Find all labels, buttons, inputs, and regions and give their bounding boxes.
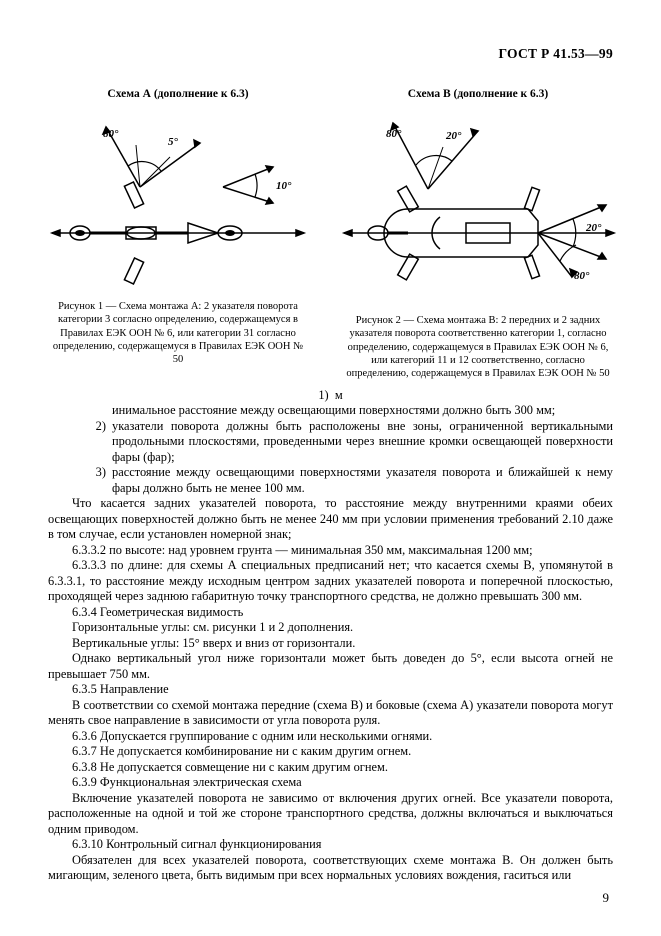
list-num-3: 3)	[48, 465, 112, 481]
para-10: 6.3.6 Допускается группирование с одним …	[48, 729, 613, 745]
angle-b-80: 80°	[386, 128, 402, 140]
angle-a-5: 5°	[168, 136, 179, 148]
document-header: ГОСТ Р 41.53—99	[48, 46, 613, 63]
para-11: 6.3.7 Не допускается комбинирование ни с…	[48, 744, 613, 760]
para-14: Включение указателей поворота не зависим…	[48, 791, 613, 838]
para-7: Однако вертикальный угол ниже горизонтал…	[48, 651, 613, 682]
scheme-b-caption: Рисунок 2 — Схема монтажа В: 2 передних …	[343, 314, 613, 380]
scheme-a-column: Схема А (дополнение к 6.3)	[48, 87, 308, 380]
scheme-a-figure: 80° 5° 10°	[48, 109, 308, 294]
scheme-b-figure: 80° 20° 20° 80°	[338, 109, 618, 294]
list-item-2: 2) указатели поворота должны быть распол…	[48, 419, 613, 466]
para-8: 6.3.5 Направление	[48, 682, 613, 698]
list-item-3: 3) расстояние между освещающими поверхно…	[48, 465, 613, 496]
angle-b-20b: 20°	[585, 222, 602, 234]
scheme-b-column: Схема В (дополнение к 6.3)	[338, 87, 618, 380]
angle-a-10: 10°	[276, 180, 292, 192]
angle-b-80b: 80°	[574, 270, 590, 282]
para-13: 6.3.9 Функциональная электрическая схема	[48, 775, 613, 791]
para-15: 6.3.10 Контрольный сигнал функционирован…	[48, 837, 613, 853]
first-item-lead: 1) м	[48, 388, 613, 404]
angle-b-20a: 20°	[445, 130, 462, 142]
list-num-2: 2)	[48, 419, 112, 435]
angle-a-80: 80°	[103, 128, 119, 140]
para-16: Обязателен для всех указателей поворота,…	[48, 853, 613, 884]
list-text-2: указатели поворота должны быть расположе…	[112, 419, 613, 466]
scheme-a-caption: Рисунок 1 — Схема монтажа А: 2 указателя…	[48, 300, 308, 366]
para-6: Вертикальные углы: 15° вверх и вниз от г…	[48, 636, 613, 652]
scheme-a-title: Схема А (дополнение к 6.3)	[107, 87, 248, 101]
para-3: 6.3.3.3 по длине: для схемы А специальны…	[48, 558, 613, 605]
para-12: 6.3.8 Не допускается совмещение ни с как…	[48, 760, 613, 776]
para-1: Что касается задних указателей поворота,…	[48, 496, 613, 543]
body-text: 1) м инимальное расстояние между освещаю…	[48, 388, 613, 884]
first-item-continuation: инимальное расстояние между освещающими …	[48, 403, 613, 419]
para-2: 6.3.3.2 по высоте: над уровнем грунта — …	[48, 543, 613, 559]
scheme-b-title: Схема В (дополнение к 6.3)	[408, 87, 549, 101]
page: ГОСТ Р 41.53—99 Схема А (дополнение к 6.…	[0, 0, 661, 936]
schemes-row: Схема А (дополнение к 6.3)	[48, 87, 613, 380]
para-4: 6.3.4 Геометрическая видимость	[48, 605, 613, 621]
list-text-3: расстояние между освещающими поверхностя…	[112, 465, 613, 496]
para-9: В соответствии со схемой монтажа передни…	[48, 698, 613, 729]
page-number: 9	[603, 890, 610, 906]
para-5: Горизонтальные углы: см. рисунки 1 и 2 д…	[48, 620, 613, 636]
